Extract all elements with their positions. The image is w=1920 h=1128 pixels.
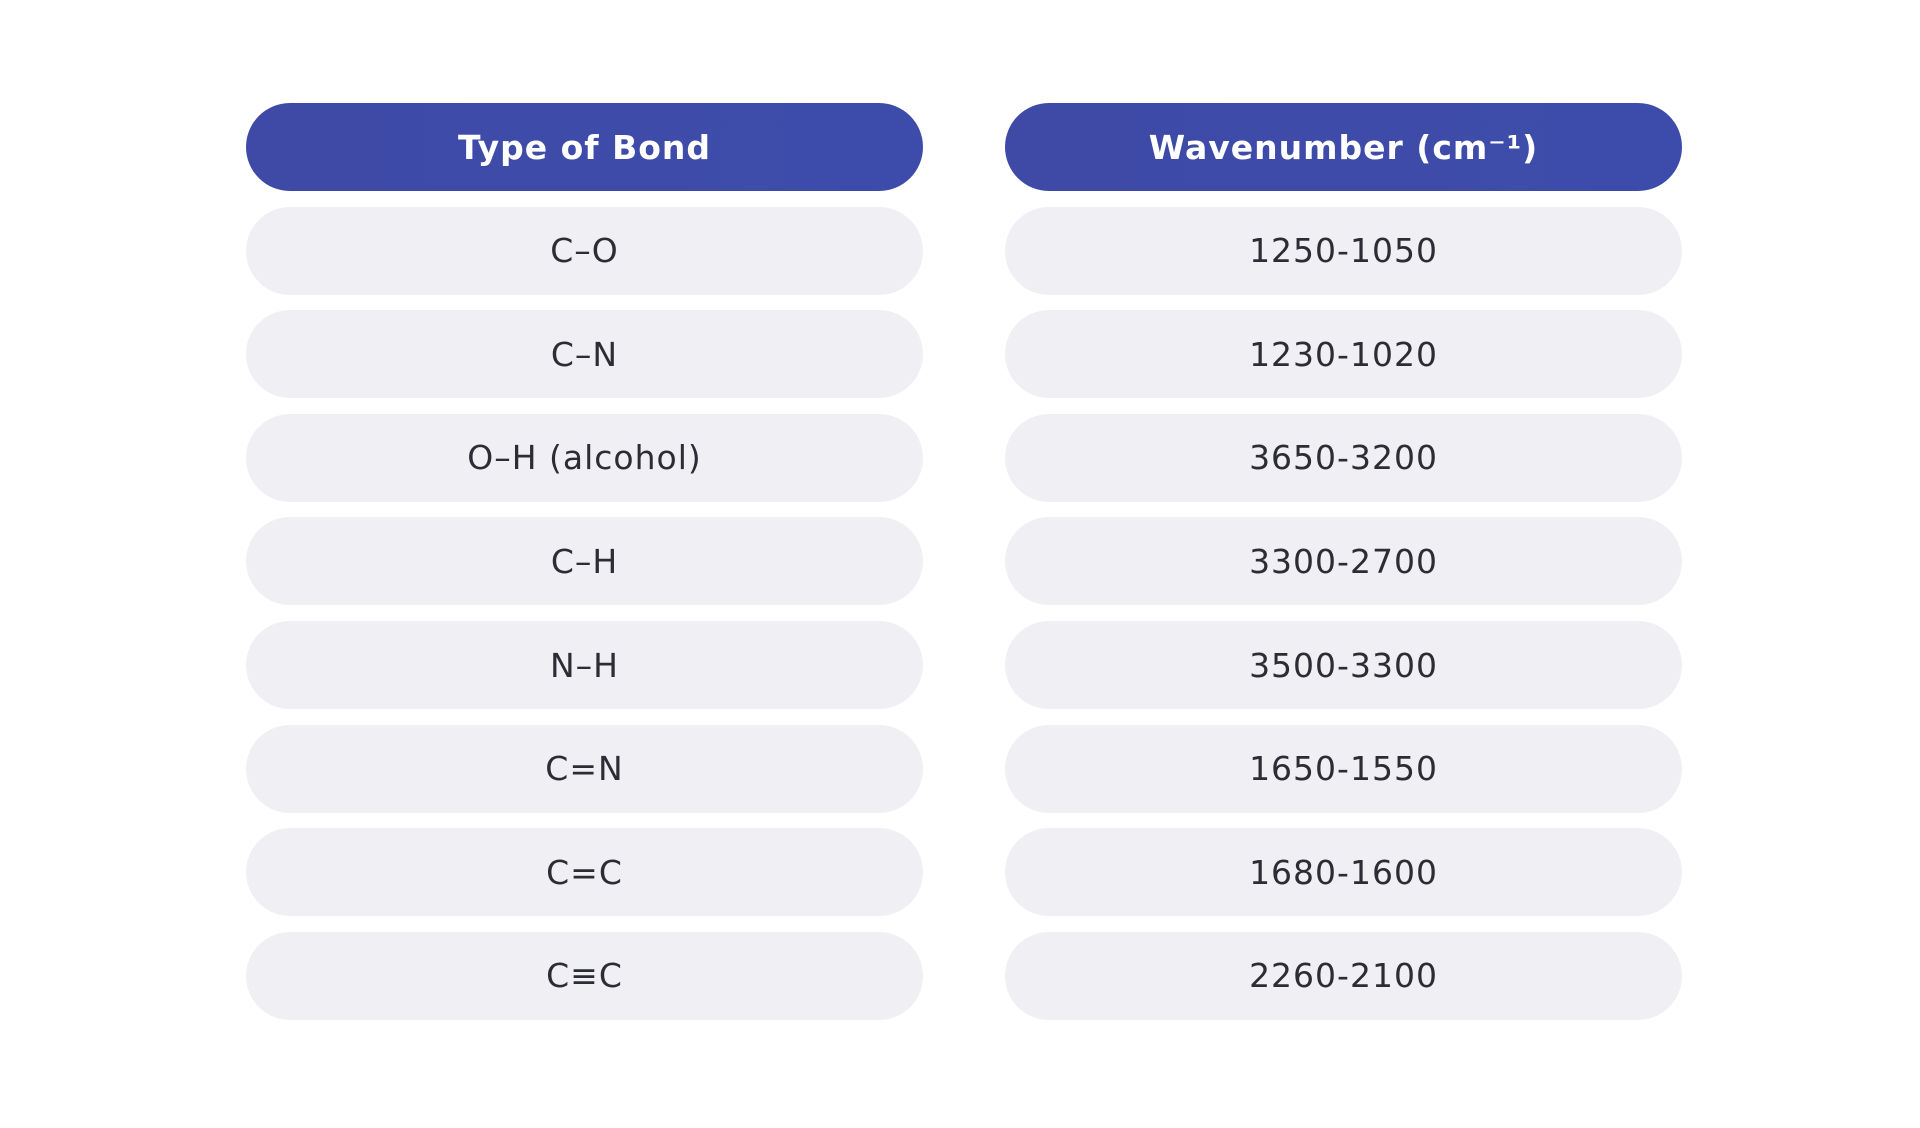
- table-cell: 3500-3300: [1005, 621, 1682, 709]
- table-cell: 1680-1600: [1005, 828, 1682, 917]
- table-cell: 1250-1050: [1005, 206, 1682, 295]
- table-cell: C=N: [246, 724, 923, 813]
- table-cell: N–H: [246, 621, 923, 709]
- table-cell: 2260-2100: [1005, 931, 1682, 1020]
- table-cell: C–H: [246, 517, 923, 606]
- table-cell: O–H (alcohol): [246, 413, 923, 502]
- table-cell: C–O: [246, 206, 923, 295]
- table-cell: 3650-3200: [1005, 413, 1682, 502]
- table-cell: C≡C: [246, 931, 923, 1020]
- table-cell: C=C: [246, 828, 923, 917]
- table-cell: C–N: [246, 310, 923, 399]
- table-cell: 1230-1020: [1005, 310, 1682, 399]
- table-cell: 1650-1550: [1005, 724, 1682, 813]
- table-cell: 3300-2700: [1005, 517, 1682, 606]
- header-cell: Type of Bond: [246, 103, 923, 191]
- header-cell: Wavenumber (cm⁻¹): [1005, 103, 1682, 191]
